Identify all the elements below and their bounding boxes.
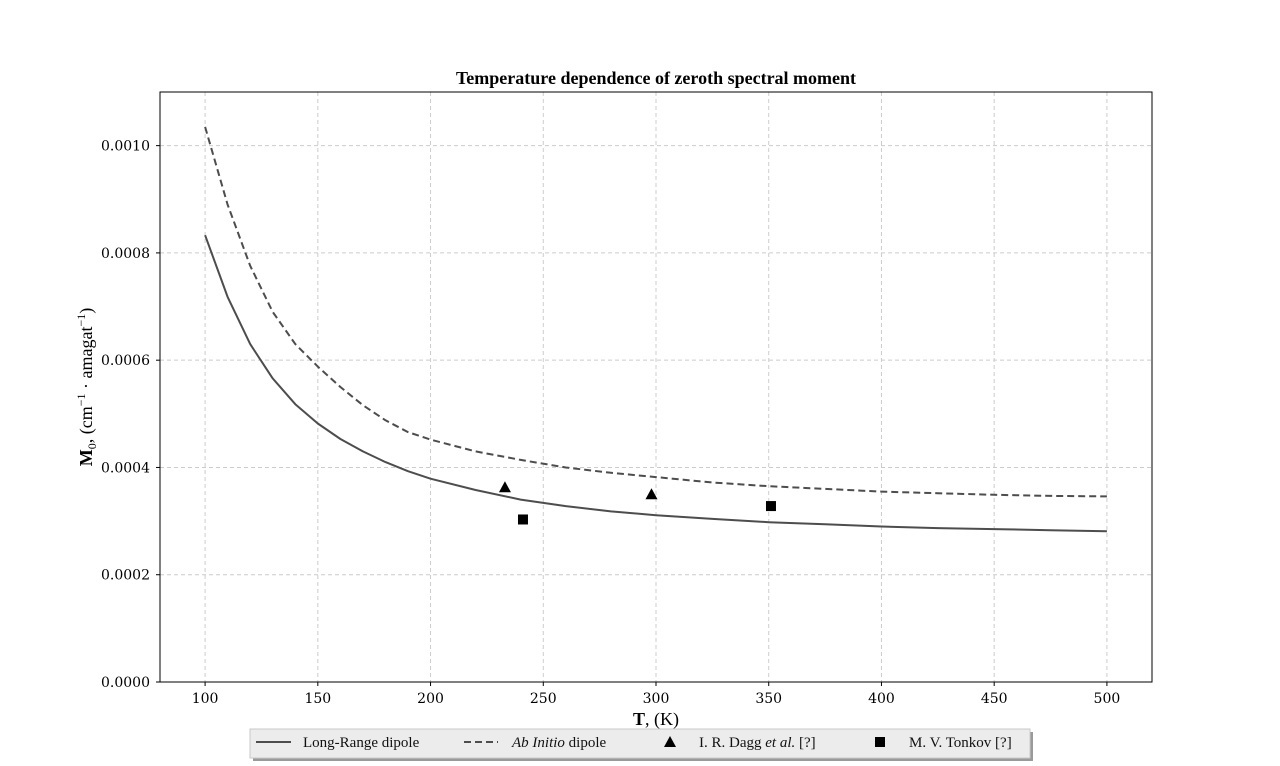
x-tick-label: 150 — [304, 691, 331, 707]
x-tick-label: 100 — [192, 691, 219, 707]
x-tick-label: 300 — [643, 691, 670, 707]
legend-entry-dagg: I. R. Dagg et al. [?] — [664, 735, 816, 751]
legend-label-long-range: Long-Range dipole — [303, 735, 420, 751]
y-axis-title: M0, (cm−1 · amagat−1) — [74, 308, 99, 467]
legend-label-dagg-rest: [?] — [795, 735, 815, 751]
legend-label-dagg: I. R. Dagg et al. [?] — [699, 735, 816, 751]
legend-label-dagg-pre: I. R. Dagg — [699, 735, 765, 751]
x-tick-label: 250 — [530, 691, 557, 707]
x-tick-label: 400 — [868, 691, 895, 707]
x-tick-label: 500 — [1094, 691, 1121, 707]
x-tick-label: 350 — [755, 691, 782, 707]
legend-label-dagg-italic: et al. — [765, 735, 795, 751]
x-tick-label: 450 — [981, 691, 1008, 707]
x-axis-ticks: 100 150 200 250 300 350 400 450 500 — [192, 682, 1121, 707]
y-tick-label: 0.0000 — [101, 675, 150, 691]
x-tick-label: 200 — [417, 691, 444, 707]
chart-title: Temperature dependence of zeroth spectra… — [456, 68, 856, 88]
y-axis-title-part1: , (cm — [76, 406, 97, 443]
y-axis-title-superscript2: −1 — [74, 314, 88, 327]
series-line-long-range — [204, 234, 1107, 533]
y-axis-title-subscript: 0 — [85, 443, 99, 449]
legend-marker-square — [875, 737, 885, 747]
legend-label-ab-initio: Ab Initio dipole — [511, 735, 607, 751]
x-axis-title: T, (K) — [633, 709, 679, 730]
y-axis-title-superscript1: −1 — [74, 393, 88, 406]
legend-entry-tonkov: M. V. Tonkov [?] — [875, 735, 1012, 751]
data-point-tonkov — [765, 501, 776, 512]
y-axis-title-symbol: M — [76, 449, 96, 466]
grid — [160, 92, 1152, 683]
legend-box — [249, 728, 1031, 759]
data-point-dagg — [645, 488, 658, 500]
data-point-dagg — [498, 481, 511, 493]
legend-label-ab-initio-rest: dipole — [565, 735, 607, 751]
legend-marker-triangle — [664, 736, 676, 747]
x-axis-title-unit: , (K) — [645, 709, 679, 730]
y-tick-label: 0.0008 — [101, 246, 150, 262]
series-line-ab-initio — [204, 126, 1107, 498]
legend-label-ab-initio-italic: Ab Initio — [511, 735, 565, 751]
series-layer — [204, 126, 1107, 533]
legend: Long-Range dipole Ab Initio dipole I. R.… — [249, 728, 1033, 761]
data-point-tonkov — [517, 514, 528, 525]
x-axis-title-symbol: T — [633, 709, 645, 729]
legend-entry-ab-initio: Ab Initio dipole — [464, 735, 607, 751]
y-axis-ticks: 0.0000 0.0002 0.0004 0.0006 0.0008 0.0010 — [101, 139, 160, 691]
legend-entry-long-range: Long-Range dipole — [256, 735, 420, 751]
y-axis-title-part3: ) — [76, 308, 97, 314]
y-tick-label: 0.0002 — [101, 568, 150, 584]
y-axis-title-part2: · amagat — [76, 327, 96, 394]
y-tick-label: 0.0006 — [101, 353, 150, 369]
legend-label-tonkov: M. V. Tonkov [?] — [909, 735, 1012, 751]
y-tick-label: 0.0010 — [101, 139, 150, 155]
y-tick-label: 0.0004 — [101, 460, 150, 476]
